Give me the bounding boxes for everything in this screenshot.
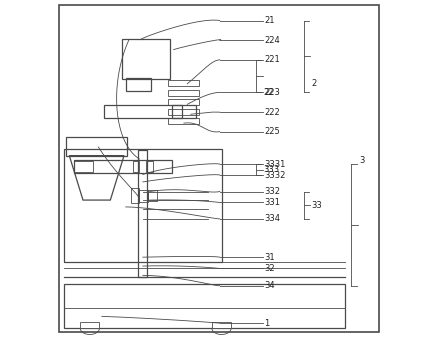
Bar <box>146 161 153 172</box>
Text: 3332: 3332 <box>264 171 286 180</box>
Text: 34: 34 <box>264 281 275 290</box>
Text: 3: 3 <box>359 156 365 165</box>
Text: 2: 2 <box>311 79 317 88</box>
Text: 332: 332 <box>264 187 280 196</box>
Bar <box>168 109 199 115</box>
Bar <box>74 160 172 173</box>
Bar <box>132 161 140 172</box>
Bar <box>138 150 147 277</box>
Bar <box>172 105 196 118</box>
Bar <box>66 137 128 156</box>
Text: 32: 32 <box>264 264 275 273</box>
Bar <box>131 188 140 203</box>
Text: 334: 334 <box>264 214 280 223</box>
Bar <box>64 149 222 262</box>
Text: 222: 222 <box>264 108 280 117</box>
Text: 21: 21 <box>264 16 275 25</box>
Bar <box>122 39 170 79</box>
Text: 224: 224 <box>264 36 280 45</box>
Bar <box>168 80 199 86</box>
Bar <box>168 90 199 96</box>
Text: 31: 31 <box>264 253 275 262</box>
Text: 1: 1 <box>264 319 269 328</box>
Text: 22: 22 <box>264 88 274 97</box>
Text: 221: 221 <box>264 55 280 64</box>
Text: 3331: 3331 <box>264 160 286 169</box>
Text: 331: 331 <box>264 198 280 207</box>
Bar <box>140 190 148 202</box>
Bar <box>212 322 231 328</box>
Bar <box>148 190 156 201</box>
Text: 225: 225 <box>264 127 280 136</box>
Text: 223: 223 <box>264 88 280 97</box>
Bar <box>64 284 345 328</box>
Bar <box>104 105 182 118</box>
Bar <box>168 118 199 124</box>
Bar <box>168 99 199 105</box>
Bar <box>80 322 99 328</box>
Bar <box>126 78 152 91</box>
Text: 333: 333 <box>264 165 280 174</box>
Text: 33: 33 <box>311 201 322 210</box>
Bar <box>74 161 93 172</box>
